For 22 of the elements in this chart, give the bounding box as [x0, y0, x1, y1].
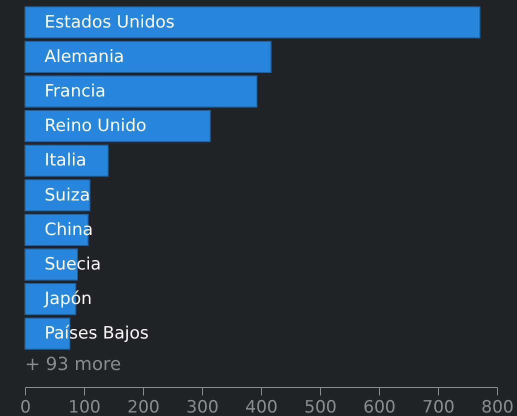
x-tick-label: 100: [68, 398, 101, 416]
y-tick-label: Estados Unidos: [44, 12, 175, 32]
y-tick-label: Alemania: [44, 46, 124, 67]
bar: [24, 6, 480, 38]
y-tick-label: Reino Unido: [44, 116, 146, 136]
x-tick-label: 400: [245, 398, 278, 416]
y-tick-label: Francia: [44, 82, 106, 102]
y-tick-label: Italia: [44, 150, 86, 171]
x-tick-label: 800: [481, 398, 514, 416]
x-tick-label: 200: [127, 398, 160, 416]
x-tick-label: 300: [186, 398, 219, 416]
bar: [24, 179, 90, 212]
x-tick-label: 700: [422, 398, 455, 416]
x-tick-label: 0: [20, 398, 31, 416]
bar: [24, 144, 109, 177]
y-tick-label: Suiza: [44, 185, 90, 206]
x-tick-label: 600: [363, 398, 396, 416]
text: + 93 more: [25, 354, 122, 375]
bar: [24, 75, 258, 108]
bar: [24, 110, 211, 142]
bar: [24, 40, 272, 73]
x-tick-label: 500: [304, 398, 337, 416]
